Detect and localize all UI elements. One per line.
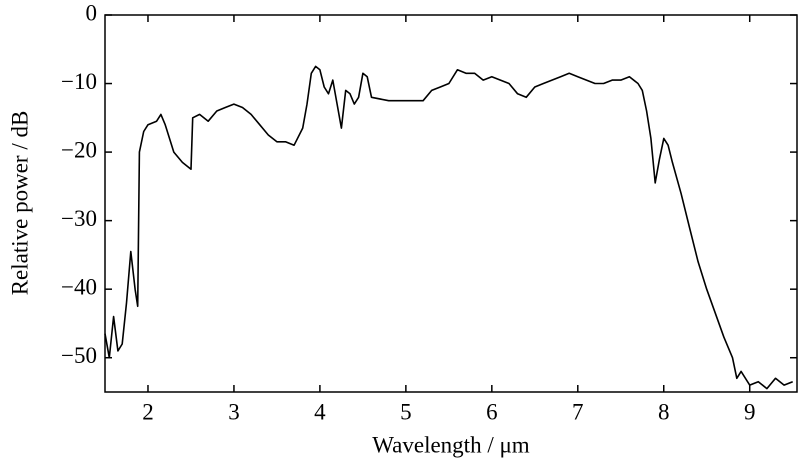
y-axis-label: Relative power / dB bbox=[7, 111, 32, 296]
x-tick-label: 5 bbox=[400, 399, 412, 424]
plot-frame bbox=[104, 14, 798, 393]
x-axis-label: Wavelength / μm bbox=[372, 432, 529, 457]
spectrum-line bbox=[104, 65, 793, 390]
y-tick-label: −50 bbox=[61, 343, 97, 368]
x-tick-label: 4 bbox=[314, 399, 326, 424]
y-tick-label: −30 bbox=[61, 206, 97, 231]
x-tick-label: 7 bbox=[572, 399, 584, 424]
x-tick-label: 8 bbox=[658, 399, 670, 424]
x-tick-label: 9 bbox=[744, 399, 756, 424]
y-tick-label: −20 bbox=[61, 137, 97, 162]
y-tick-label: −40 bbox=[61, 274, 97, 299]
y-tick-label: 0 bbox=[86, 0, 98, 25]
y-tick-label: −10 bbox=[61, 69, 97, 94]
x-tick-label: 3 bbox=[228, 399, 240, 424]
x-tick-label: 2 bbox=[142, 399, 154, 424]
x-tick-label: 6 bbox=[486, 399, 498, 424]
